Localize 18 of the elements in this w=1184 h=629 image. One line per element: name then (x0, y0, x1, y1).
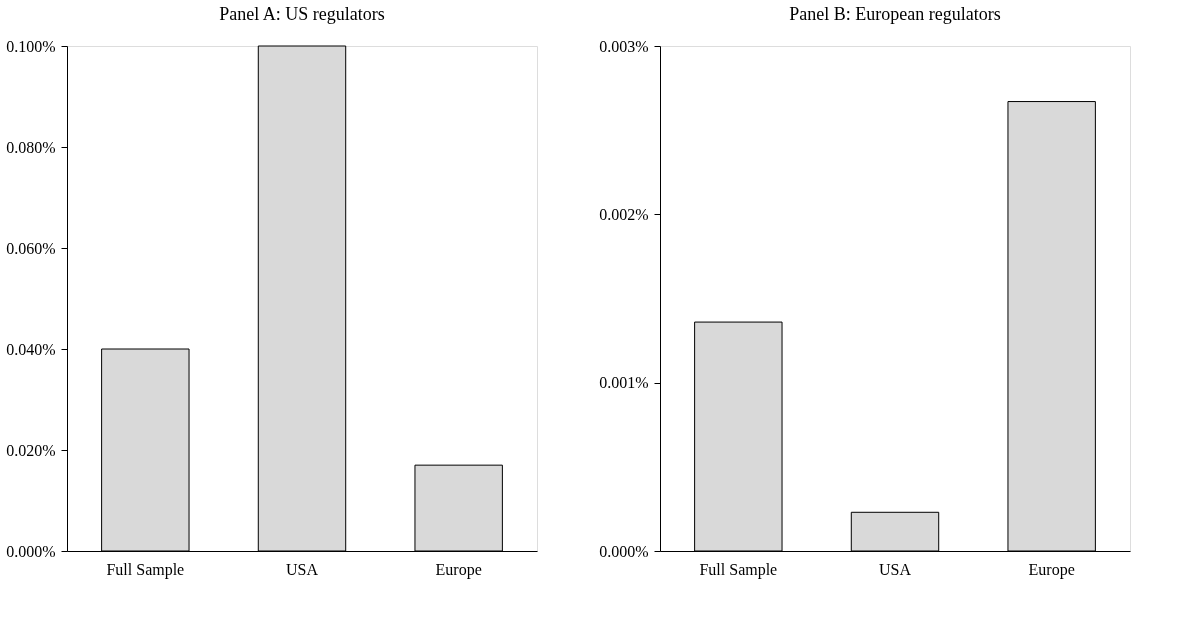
y-tick-label: 0.080% (6, 138, 56, 156)
y-tick-label: 0.100% (6, 37, 56, 55)
y-tick-label: 0.000% (6, 542, 56, 560)
y-tick-label: 0.000% (599, 542, 649, 560)
chart-title: Panel B: European regulators (789, 4, 1001, 24)
y-tick-label: 0.040% (6, 340, 56, 358)
x-tick-label: Europe (1028, 560, 1075, 579)
x-tick-label: Full Sample (106, 560, 185, 579)
y-tick-label: 0.060% (6, 239, 56, 257)
y-tick-label: 0.002% (599, 205, 649, 223)
x-tick-label: Full Sample (699, 560, 778, 579)
y-tick-label: 0.020% (6, 441, 56, 459)
x-tick-label: USA (285, 560, 319, 578)
y-tick-label: 0.003% (599, 37, 649, 55)
x-tick-label: Europe (435, 560, 482, 579)
chart-title: Panel A: US regulators (219, 4, 385, 24)
y-tick-label: 0.001% (599, 374, 649, 392)
x-tick-label: USA (878, 560, 912, 578)
